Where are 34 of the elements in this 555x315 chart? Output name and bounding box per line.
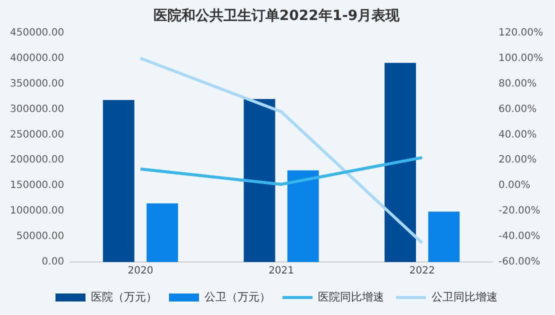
y2-tick-label: 100.00% — [498, 52, 544, 64]
bar — [384, 62, 416, 262]
bar — [244, 99, 276, 262]
y2-tick-label: 120.00% — [498, 27, 544, 38]
bar — [287, 170, 319, 262]
y-tick-label: 100000.00 — [10, 206, 64, 217]
bar — [102, 100, 134, 262]
legend-label: 公卫同比增速 — [432, 290, 498, 304]
y2-tick-label: 0.00% — [498, 180, 530, 192]
y-tick-label: 200000.00 — [10, 154, 64, 166]
y2-tick-label: 60.00% — [498, 104, 537, 115]
x-tick-label: 2020 — [128, 266, 154, 277]
chart-title: 医院和公共卫生订单2022年1-9月表现 — [153, 7, 401, 24]
legend-label: 医院（万元） — [91, 290, 157, 304]
y-tick-label: 350000.00 — [10, 78, 64, 90]
y2-tick-label: 40.00% — [498, 129, 537, 140]
y-tick-label: 150000.00 — [10, 180, 64, 192]
y-tick-label: 300000.00 — [10, 104, 64, 115]
bar — [146, 203, 178, 262]
x-tick-label: 2021 — [268, 266, 294, 277]
x-tick-label: 2022 — [409, 266, 435, 277]
y-tick-label: 50000.00 — [16, 231, 64, 242]
bar — [428, 212, 460, 262]
legend-label: 公卫（万元） — [204, 290, 270, 304]
y-tick-label: 0.00 — [42, 256, 64, 268]
y-tick-label: 450000.00 — [10, 27, 64, 38]
y-tick-label: 250000.00 — [10, 129, 64, 140]
y2-tick-label: 80.00% — [498, 78, 537, 90]
y-tick-label: 400000.00 — [10, 52, 64, 64]
y2-tick-label: 20.00% — [498, 154, 537, 166]
y2-tick-label: -20.00% — [498, 206, 540, 217]
legend-label: 医院同比增速 — [318, 290, 384, 304]
y2-tick-label: -40.00% — [498, 231, 540, 242]
y2-tick-label: -60.00% — [498, 256, 540, 268]
